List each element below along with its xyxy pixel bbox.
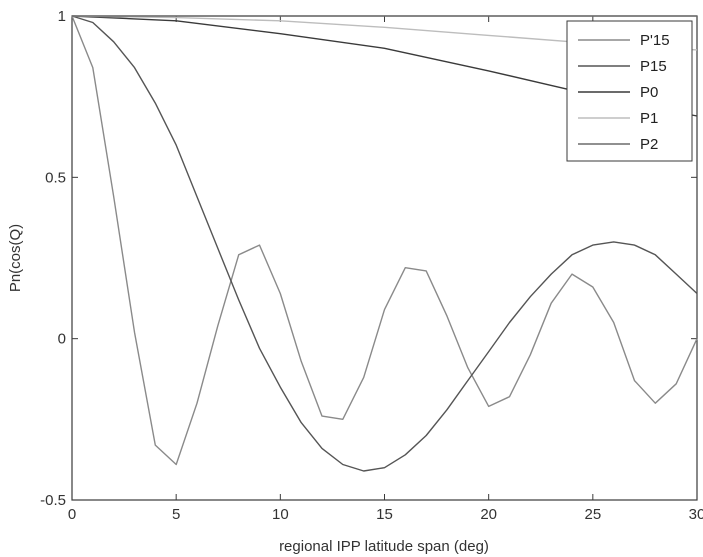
y-tick-label: 0 bbox=[58, 331, 66, 348]
legend-label: P2 bbox=[640, 136, 658, 153]
legend-label: P'15 bbox=[640, 32, 670, 49]
y-tick-label: 1 bbox=[58, 8, 66, 25]
legend-label: P1 bbox=[640, 110, 658, 127]
x-tick-label: 5 bbox=[172, 506, 180, 523]
legend: P'15 P15 P0 P1 P2 bbox=[566, 20, 693, 162]
x-tick-label: 0 bbox=[68, 506, 76, 523]
series-line-0 bbox=[71, 15, 698, 466]
y-axis-label: Pn(cos(Q) bbox=[7, 224, 24, 292]
x-tick-label: 15 bbox=[376, 506, 393, 523]
series-line-1 bbox=[71, 15, 698, 472]
legend-label: P0 bbox=[640, 84, 658, 101]
legend-label: P15 bbox=[640, 58, 667, 75]
x-tick-label: 25 bbox=[584, 506, 601, 523]
y-tick-label: -0.5 bbox=[40, 492, 66, 509]
x-ticks: 0 5 10 15 20 25 30 bbox=[68, 16, 703, 523]
x-tick-label: 30 bbox=[689, 506, 703, 523]
x-tick-label: 10 bbox=[272, 506, 289, 523]
legend-box bbox=[566, 20, 693, 162]
x-axis-label: regional IPP latitude span (deg) bbox=[279, 538, 489, 555]
y-tick-label: 0.5 bbox=[45, 169, 66, 186]
x-tick-label: 20 bbox=[480, 506, 497, 523]
